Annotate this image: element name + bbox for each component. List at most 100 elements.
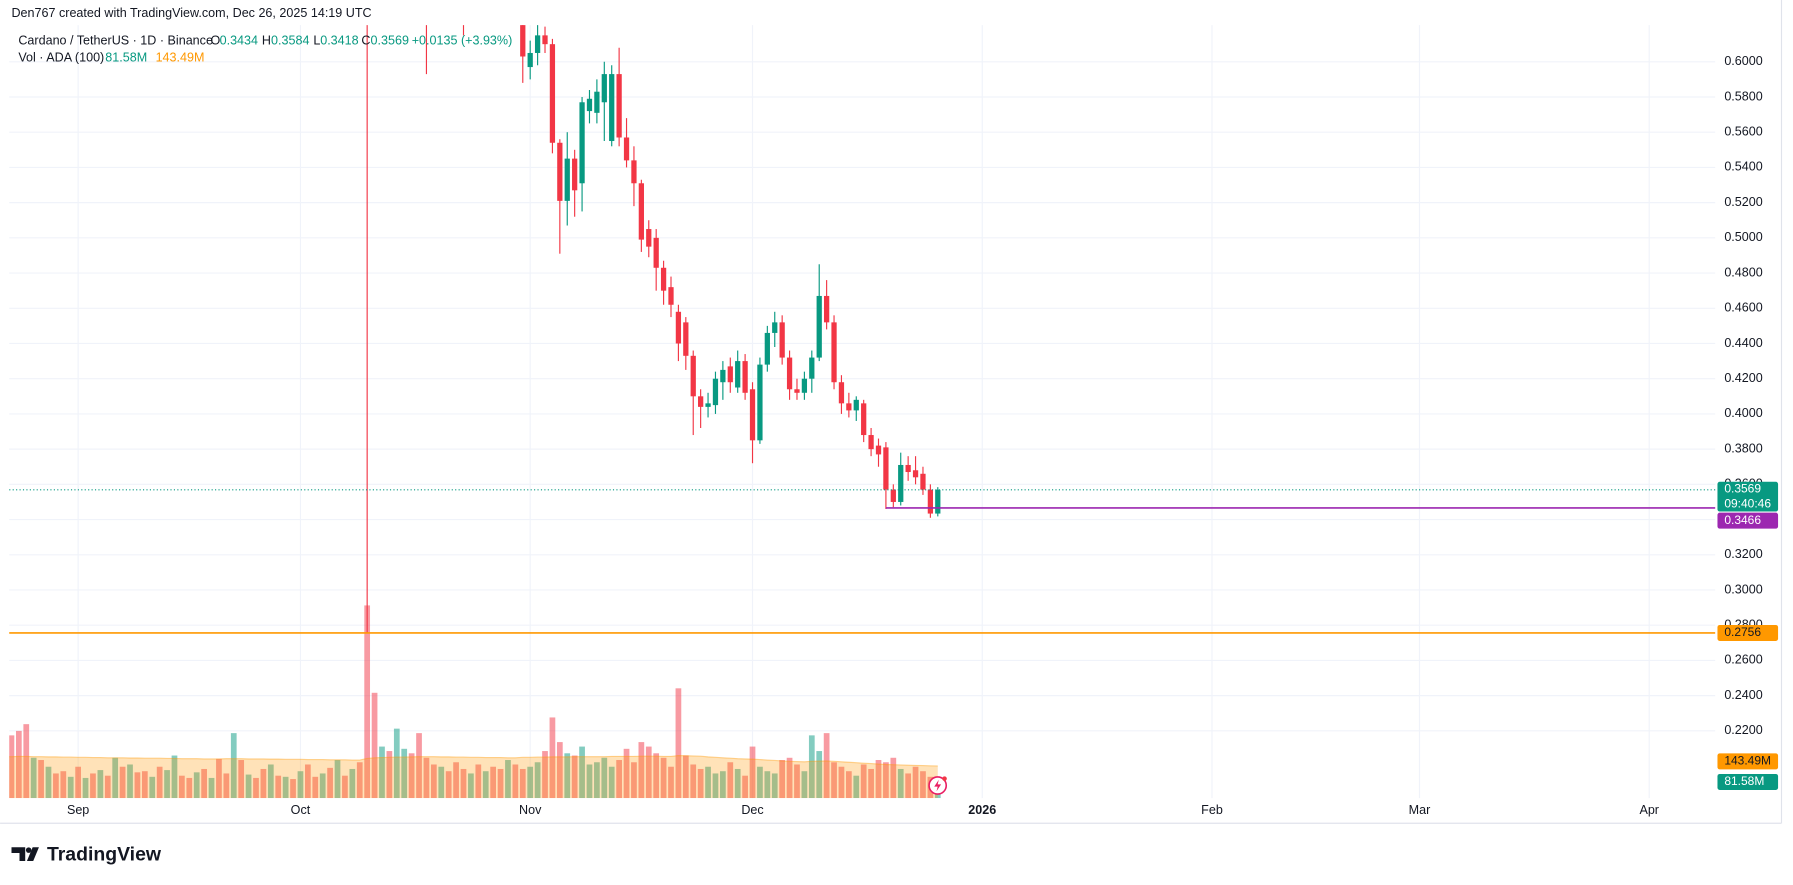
- legend-low: 0.3418: [320, 33, 358, 47]
- volume-bar: [290, 779, 296, 799]
- volume-bar: [897, 768, 904, 799]
- volume-ma-value: 143.49M: [156, 51, 205, 65]
- candle-body: [638, 183, 644, 240]
- volume-bar: [623, 748, 630, 799]
- volume-bar: [186, 777, 193, 799]
- volume-bar: [712, 773, 719, 799]
- volume-bar: [786, 757, 793, 799]
- volume-bar: [90, 773, 96, 799]
- volume-bar: [890, 757, 897, 799]
- y-tick-label: 0.2400: [1724, 688, 1762, 702]
- volume-bar: [742, 775, 748, 799]
- volume-bar: [23, 724, 30, 799]
- y-tick-label: 0.5000: [1724, 230, 1762, 244]
- volume-bar: [727, 762, 734, 799]
- volume-bar: [660, 757, 667, 799]
- volume-bar: [438, 766, 445, 799]
- candle-body: [646, 229, 652, 247]
- candle-body: [772, 322, 778, 333]
- y-tick-label: 0.2600: [1724, 653, 1762, 667]
- volume-bar: [97, 770, 104, 799]
- grid-layer: Sep Oct Nov Dec 2026 Feb Mar Apr 0.2200 0.2400 0.2…: [9, 25, 1763, 817]
- attribution: Den767 created with TradingView.com, Dec…: [12, 6, 372, 20]
- volume-bar: [453, 762, 459, 799]
- y-tick-label: 0.5200: [1724, 195, 1762, 209]
- volume-bar: [490, 766, 496, 799]
- volume-bar: [430, 764, 437, 799]
- volume-bar: [297, 771, 304, 799]
- x-tick-label: Nov: [519, 803, 542, 817]
- volume-bar: [468, 773, 474, 799]
- volume-bar: [460, 768, 467, 799]
- legend: Cardano / TetherUS · 1D · Binance O 0.34…: [18, 33, 512, 64]
- candle-body: [779, 322, 785, 358]
- y-tick-label: 0.6000: [1724, 54, 1762, 68]
- volume-bar: [757, 766, 763, 799]
- candle-body: [794, 389, 800, 393]
- volume-bar: [564, 753, 571, 799]
- volume-bar: [912, 766, 919, 799]
- volume-bar: [38, 760, 44, 799]
- volume-bar: [305, 764, 311, 799]
- candle-body: [838, 382, 845, 404]
- volume-bar: [482, 771, 489, 799]
- candle-body: [801, 378, 808, 393]
- volume-bar: [771, 773, 778, 799]
- candle-body: [653, 237, 659, 268]
- volume-bar: [645, 746, 652, 799]
- candle-body: [690, 355, 696, 397]
- volume-bar: [67, 776, 74, 799]
- volume-ma-area: [9, 755, 938, 799]
- volume-bar: [342, 775, 348, 799]
- candle-body: [609, 74, 615, 142]
- x-tick-label: Apr: [1639, 803, 1659, 817]
- volume-bar: [697, 768, 704, 799]
- candle-body: [927, 489, 934, 514]
- volume-bar: [705, 766, 711, 799]
- volume-bar: [245, 774, 252, 799]
- candle-body: [579, 102, 585, 184]
- volume-bar: [579, 746, 585, 799]
- symbol-title: Cardano / TetherUS · 1D · Binance: [18, 33, 213, 47]
- volume-bar: [571, 755, 578, 799]
- volume-bar: [920, 771, 926, 799]
- volume-tag: 81.58M: [1724, 774, 1764, 788]
- candle-body: [616, 74, 622, 138]
- y-tick-label: 0.3000: [1724, 582, 1762, 596]
- legend-high: 0.3584: [271, 33, 309, 47]
- volume-bar: [883, 762, 889, 799]
- candle-body: [542, 35, 548, 45]
- y-tick-label: 0.4000: [1724, 406, 1762, 420]
- candle-body: [586, 98, 593, 112]
- candle-body: [898, 464, 904, 502]
- candle-body: [905, 464, 911, 473]
- legend-change: +0.0135 (+3.93%): [412, 33, 513, 47]
- volume-bar: [512, 764, 519, 799]
- volume-bar: [179, 775, 185, 799]
- volume-bar: [275, 775, 282, 799]
- alert-icon: [928, 776, 948, 795]
- volume-bar: [519, 768, 526, 799]
- volume-ma-tag: 143.49M: [1724, 754, 1771, 768]
- candle-body: [809, 357, 815, 379]
- y-tick-label: 0.5800: [1724, 89, 1762, 103]
- candle-body: [823, 295, 830, 323]
- legend-letter: L: [313, 33, 320, 47]
- volume-bar: [112, 757, 119, 799]
- candle-body: [424, 0, 429, 9]
- y-tick-label: 0.2200: [1724, 723, 1762, 737]
- y-tick-label: 0.4200: [1724, 371, 1762, 385]
- volume-bar: [371, 692, 378, 799]
- volume-bar: [238, 760, 245, 799]
- volume-bar: [860, 764, 867, 799]
- volume-bar: [794, 764, 800, 799]
- volume-bar: [875, 760, 882, 799]
- volume-ma-tag-box: [1717, 753, 1779, 770]
- volume-bar: [312, 776, 319, 799]
- candle-body: [623, 137, 630, 161]
- candle-body: [890, 489, 896, 502]
- candle-body: [912, 470, 919, 478]
- y-tick-label: 0.5600: [1724, 125, 1762, 139]
- x-tick-label: Feb: [1201, 803, 1223, 817]
